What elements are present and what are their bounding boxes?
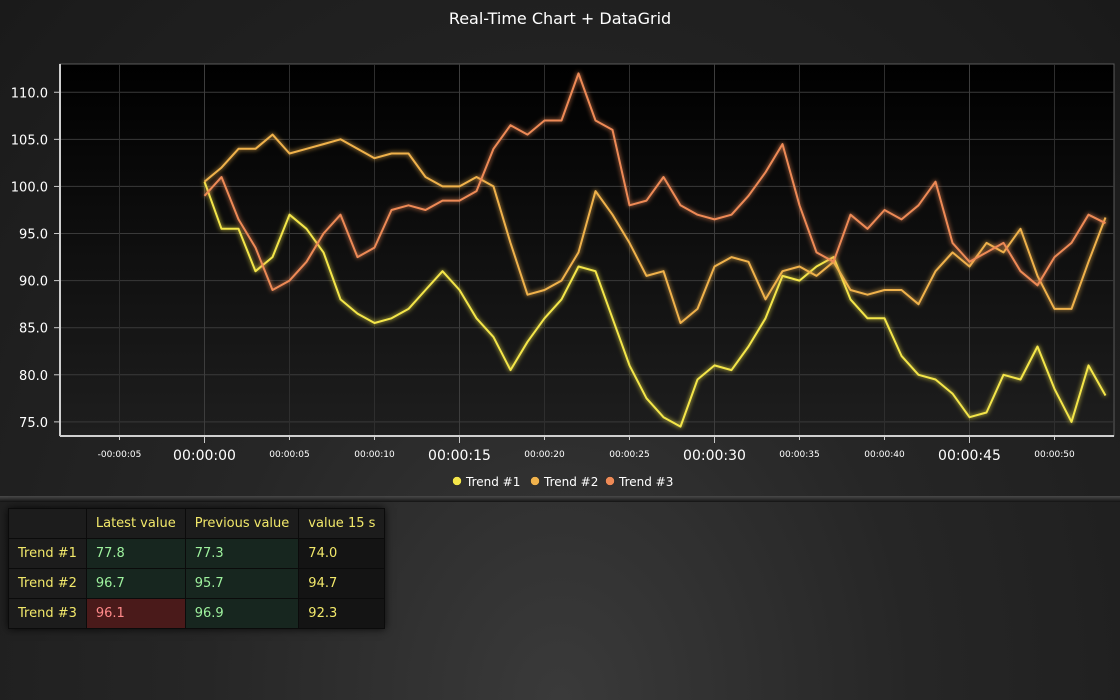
legend-label: Trend #2 (543, 475, 598, 489)
grid-cell-value15: 94.7 (298, 568, 386, 599)
grid-cell-value15: 92.3 (298, 598, 386, 629)
grid-row-trend1: Trend #1 77.8 77.3 74.0 (8, 538, 386, 569)
x-tick-label: 00:00:50 (1034, 450, 1075, 460)
x-tick-label: 00:00:20 (524, 450, 565, 460)
grid-header-row: Latest value Previous value value 15 s (8, 508, 386, 539)
y-tick-label: 75.0 (19, 416, 48, 431)
legend-label: Trend #3 (618, 475, 673, 489)
grid-cell-previous: 77.3 (184, 538, 300, 569)
x-tick-label: 00:00:25 (609, 450, 649, 460)
grid-cell-previous: 95.7 (184, 568, 300, 599)
grid-row-label: Trend #2 (8, 568, 87, 599)
plot-area (59, 63, 1115, 437)
grid-row-label: Trend #3 (8, 598, 87, 629)
y-tick-label: 85.0 (19, 322, 48, 337)
grid-cell-latest: 96.1 (85, 598, 186, 629)
x-tick-label: 00:00:35 (779, 450, 819, 460)
y-tick-label: 100.0 (11, 180, 48, 195)
y-tick-label: 110.0 (11, 86, 48, 101)
grid-header-value15: value 15 s (298, 508, 386, 539)
x-tick-label: 00:00:00 (173, 448, 236, 464)
splitter[interactable] (0, 496, 1120, 502)
chart-title: Real-Time Chart + DataGrid (449, 9, 671, 28)
grid-row-trend3: Trend #3 96.1 96.9 92.3 (8, 598, 386, 629)
grid-header-previous: Previous value (184, 508, 300, 539)
data-grid: Latest value Previous value value 15 s T… (8, 508, 386, 629)
legend-marker (452, 476, 462, 486)
x-tick-label: 00:00:45 (938, 448, 1001, 464)
legend-marker (530, 476, 540, 486)
y-tick-label: 95.0 (19, 228, 48, 243)
chart-legend: Trend #1 Trend #2 Trend #3 (452, 475, 673, 489)
x-tick-label: 00:00:30 (683, 448, 746, 464)
y-tick-label: 80.0 (19, 369, 48, 384)
series-line-trend-2 (203, 133, 1107, 324)
y-tick-label: 105.0 (11, 133, 48, 148)
y-tick-label: 90.0 (19, 275, 48, 290)
grid-row-trend2: Trend #2 96.7 95.7 94.7 (8, 568, 386, 599)
grid-header-latest: Latest value (85, 508, 186, 539)
series-line-trend-3 (203, 72, 1106, 291)
grid-row-label: Trend #1 (8, 538, 87, 569)
grid-cell-previous: 96.9 (184, 598, 300, 629)
x-tick-label: 00:00:10 (354, 450, 395, 460)
legend-marker (605, 476, 615, 486)
x-tick-label: -00:00:05 (98, 450, 142, 460)
grid-cell-latest: 96.7 (85, 568, 186, 599)
x-tick-label: 00:00:15 (428, 448, 491, 464)
grid-cell-latest: 77.8 (85, 538, 186, 569)
x-tick-label: 00:00:05 (269, 450, 309, 460)
series-line-trend-1 (203, 181, 1107, 428)
x-tick-label: 00:00:40 (864, 450, 905, 460)
chart-area: Real-Time Chart + DataGrid 75.0 80.0 85.0 9… (11, 9, 1115, 489)
line-chart: Real-Time Chart + DataGrid 75.0 80.0 85.0 9… (11, 9, 1115, 489)
legend-label: Trend #1 (465, 475, 520, 489)
grid-corner-cell (8, 508, 87, 539)
grid-cell-value15: 74.0 (298, 538, 386, 569)
